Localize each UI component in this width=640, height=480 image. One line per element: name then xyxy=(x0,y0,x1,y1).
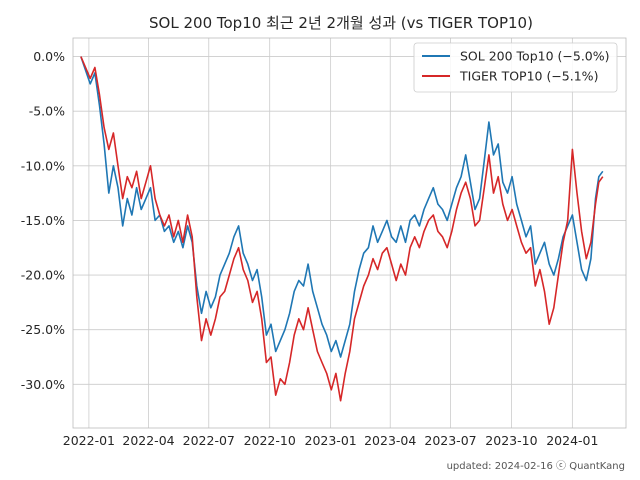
series-line-1 xyxy=(80,56,604,358)
x-tick-label: 2022-01 xyxy=(63,433,115,448)
y-tick-label: -20.0% xyxy=(21,268,65,283)
x-tick-label: 2024-01 xyxy=(546,433,598,448)
legend-box xyxy=(413,42,618,93)
x-axis: 2022-01 2022-04 2022-07 2022-10 2023-01 2023-… xyxy=(63,433,599,448)
y-tick-label: -5.0% xyxy=(29,104,65,119)
y-tick-label: -30.0% xyxy=(21,377,65,392)
x-tick-label: 2023-01 xyxy=(305,433,357,448)
legend-label-1: SOL 200 Top10 (−5.0%) xyxy=(460,49,610,64)
x-tick-label: 2022-04 xyxy=(122,433,174,448)
x-tick-label: 2022-07 xyxy=(183,433,235,448)
x-tick-label: 2023-04 xyxy=(364,433,416,448)
x-tick-label: 2023-07 xyxy=(424,433,476,448)
y-tick-label: -15.0% xyxy=(21,213,65,228)
y-tick-label: -25.0% xyxy=(21,322,65,337)
x-tick-label: 2022-10 xyxy=(244,433,296,448)
y-tick-label: -10.0% xyxy=(21,158,65,173)
x-tick-label: 2023-10 xyxy=(485,433,537,448)
y-tick-label: 0.0% xyxy=(33,49,65,64)
y-axis: 0.0% -5.0% -10.0% -15.0% -20.0% -25.0% -30.0% xyxy=(21,49,65,392)
plot-frame xyxy=(72,37,627,429)
legend: SOL 200 Top10 (−5.0%) TIGER TOP10 (−5.1%) xyxy=(413,42,618,93)
legend-label-2: TIGER TOP10 (−5.1%) xyxy=(459,69,598,84)
series-layer xyxy=(80,56,604,402)
footer-credit: updated: 2024-02-16 ⓒ QuantKang xyxy=(447,460,625,472)
chart-title: SOL 200 Top10 최근 2년 2개월 성과 (vs TIGER TOP… xyxy=(149,14,533,32)
series-line-2 xyxy=(80,56,604,402)
